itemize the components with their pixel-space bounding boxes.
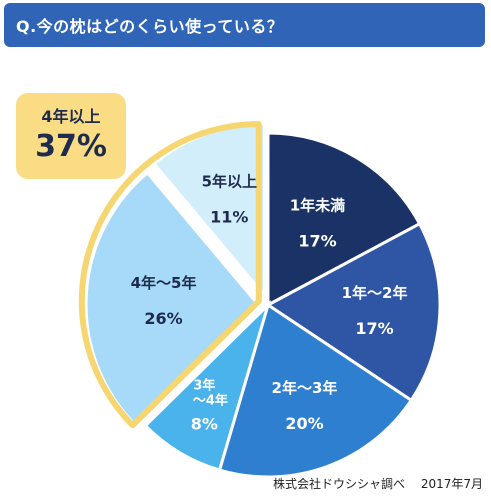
slice-1-value: 17% [298,231,336,250]
slice-2-value: 17% [355,319,393,338]
slice-4-label: ～4年 [193,392,228,408]
chart-title: Q.今の枕はどのくらい使っている？ [16,17,284,36]
highlight-border [78,121,262,429]
slice-4-value: 8% [191,414,218,433]
highlight-badge: 4年以上 37% [16,93,126,179]
highlight-badge-value: 37% [35,129,107,164]
slice-6-label: 5年以上 [202,173,257,191]
slice-3-label: 2年～3年 [272,379,338,397]
pie-labels: 1年未満 17% 1年～2年 17% 2年～3年 20% 3年～4年 8% 4年～5年 26% 5年… [131,173,408,434]
slice-1-label: 1年未満 [290,196,345,214]
slice-2-label: 1年～2年 [342,284,408,302]
source-date: 2017年7月 [420,477,483,491]
slice-5-value: 26% [144,309,182,328]
source-note: 株式会社ドウシシャ調べ 2017年7月 [261,475,483,492]
highlight-outline [78,121,262,429]
title-bar: Q.今の枕はどのくらい使っている？ [4,3,485,47]
slice-3-value: 20% [285,414,323,433]
slice-5-label: 4年～5年 [131,274,197,292]
slice-1 [266,131,422,308]
slice-4 [143,299,272,472]
slice-6-value: 11% [210,208,248,227]
slice-2 [265,221,442,403]
slice-3 [217,302,414,479]
slice-4-label: 3年 [193,377,215,393]
source-org: 株式会社ドウシシャ調べ [272,477,405,491]
pie-slices [84,122,442,479]
highlight-badge-label: 4年以上 [41,107,101,126]
